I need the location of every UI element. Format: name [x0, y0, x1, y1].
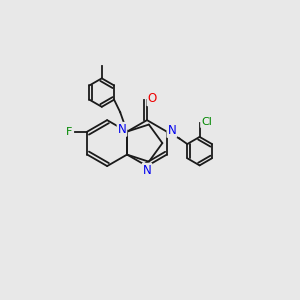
- Text: F: F: [66, 127, 73, 136]
- Text: N: N: [167, 124, 176, 137]
- Text: N: N: [118, 123, 126, 136]
- Text: Cl: Cl: [201, 117, 212, 127]
- Text: O: O: [147, 92, 157, 105]
- Text: N: N: [142, 164, 152, 177]
